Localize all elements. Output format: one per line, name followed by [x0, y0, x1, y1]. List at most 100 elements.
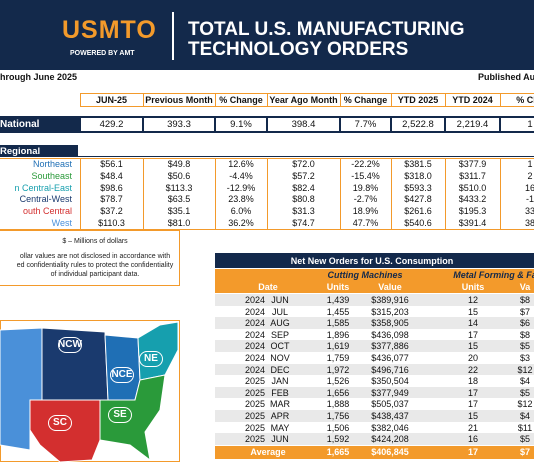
orders-cell: $12 [517, 399, 533, 410]
col-divider [80, 158, 81, 229]
region-value: $110.3 [98, 218, 125, 228]
national-cell [392, 118, 444, 131]
region-value: $381.5 [404, 159, 432, 169]
orders-cell: MAR [270, 399, 290, 410]
orders-cell: 17 [467, 387, 478, 398]
orders-row [215, 328, 534, 341]
orders-average: 17 [467, 446, 478, 457]
logo: USMTO [62, 16, 157, 44]
orders-cell: 1,972 [326, 364, 350, 375]
map-badge [110, 367, 134, 383]
national-value: 429.2 [99, 119, 124, 130]
region-value: 38 [524, 218, 534, 228]
region-value: -4.4% [229, 170, 253, 181]
orders-cell: JAN [271, 376, 289, 387]
orders-cell: $438,437 [371, 411, 409, 421]
regional-label: Regional [0, 146, 41, 157]
orders-cell: $8 [519, 329, 530, 340]
national-value: 7.7% [354, 119, 377, 130]
region-value: $593.3 [404, 182, 432, 193]
title: TOTAL U.S. MANUFACTURING [188, 19, 465, 40]
orders-cell: 17 [467, 329, 478, 340]
col-divider [267, 93, 268, 107]
orders-cell: $436,077 [371, 353, 409, 363]
orders-cell: MAY [270, 422, 290, 433]
orders-cell: $7 [519, 306, 530, 317]
orders-cell: $3 [519, 353, 530, 363]
region-label: n Central-East [14, 182, 72, 193]
orders-cell: 2025 [244, 434, 266, 445]
region-value: $78.7 [100, 194, 123, 205]
region-value: 47.7% [352, 218, 379, 228]
orders-column-header: Units [461, 282, 485, 292]
orders-cell: JUN [271, 295, 289, 305]
orders-cell: 2025 [244, 399, 266, 410]
orders-cell: 2024 [244, 341, 266, 352]
region-value: $433.2 [458, 194, 487, 205]
orders-row [215, 386, 534, 399]
col-divider [391, 158, 392, 229]
orders-column-header: Value [378, 282, 402, 292]
region-value: $195.3 [458, 206, 487, 217]
published: Published Aug [478, 72, 534, 82]
orders-cell: $436,098 [371, 329, 409, 340]
orders-cell: $4 [519, 376, 530, 387]
region-value: $98.6 [100, 182, 123, 193]
orders-row [215, 398, 534, 410]
region-value: 18.9% [352, 206, 379, 217]
orders-cell: SEP [270, 329, 289, 340]
orders-row [215, 410, 534, 422]
national-cell [81, 118, 142, 131]
orders-cell: 1,896 [326, 329, 350, 340]
orders-cell: 1,656 [326, 387, 350, 398]
region-value: $82.4 [292, 182, 315, 193]
region-value: 2 [527, 170, 533, 181]
region-value: $377.9 [458, 159, 487, 169]
national-cell [268, 118, 339, 131]
orders-column-header: Units [326, 282, 350, 292]
national-cell [341, 118, 390, 131]
orders-cell: $315,203 [371, 306, 409, 317]
orders-average-band [215, 445, 534, 459]
region-label: Southeast [31, 170, 72, 181]
orders-cell: $5 [519, 434, 530, 445]
region-value: $57.2 [292, 170, 315, 181]
region-value: $31.3 [292, 206, 315, 217]
national-cell [216, 118, 266, 131]
col-divider [267, 158, 268, 229]
region-value: $49.8 [167, 159, 191, 169]
national-cell [446, 118, 499, 131]
map-badge [108, 407, 132, 423]
note: $ – Millions of dollars [62, 238, 128, 245]
map-badge [48, 415, 72, 431]
orders-cell: 2024 [244, 295, 266, 305]
orders-cell: 22 [467, 364, 478, 375]
orders-cell: 1,526 [326, 376, 350, 387]
group-label: Cutting Machines [327, 270, 403, 280]
national-value: 1 [527, 119, 533, 130]
orders-cell: 1,592 [326, 434, 350, 445]
region-value: -2.7% [353, 194, 378, 205]
orders-row [215, 305, 534, 318]
orders-cell: $8 [519, 295, 530, 305]
column-header: Previous Month [145, 95, 213, 105]
orders-cell: 17 [467, 399, 478, 410]
note: of individual participant data. [50, 271, 140, 278]
orders-cell: $5 [519, 387, 530, 398]
region-label: Central-West [19, 194, 72, 205]
region-value: $56.1 [100, 159, 123, 169]
orders-cell: JUN [271, 434, 289, 445]
orders-cell: $5 [519, 341, 530, 352]
orders-cell: 2024 [244, 306, 266, 317]
national-value: 2,522.8 [402, 119, 434, 130]
orders-cell: 12 [467, 295, 478, 305]
map-label: NCW [58, 339, 82, 350]
orders-cell: 16 [467, 434, 478, 445]
period: hrough June 2025 [0, 72, 78, 82]
orders-cell: 1,759 [326, 353, 350, 363]
orders-cell: 1,756 [326, 411, 350, 421]
col-divider [445, 158, 446, 229]
column-header: YTD 2024 [452, 95, 493, 105]
column-header: JUN-25 [95, 95, 127, 105]
region-value: $37.2 [100, 206, 123, 217]
